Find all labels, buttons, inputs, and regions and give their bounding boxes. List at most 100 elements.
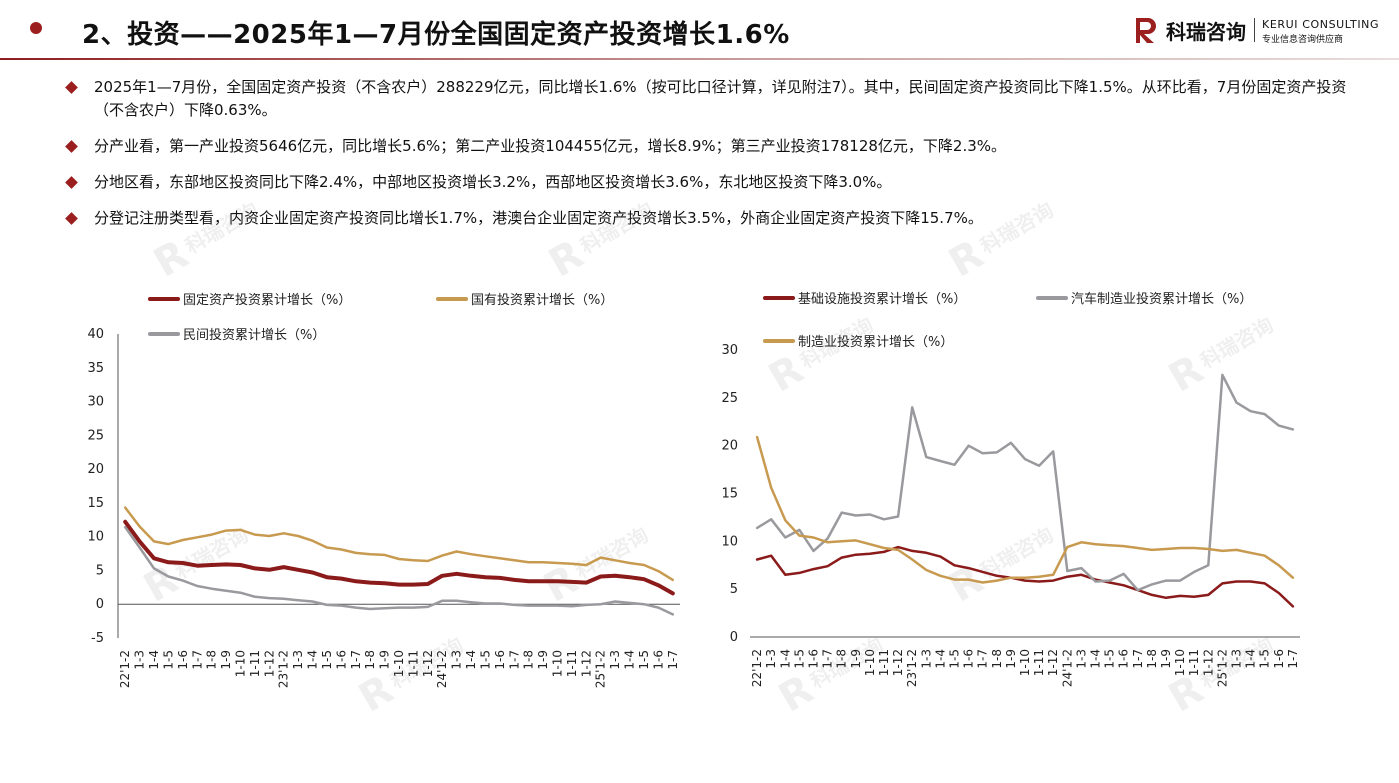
x-tick-label: 1-9 — [849, 649, 863, 669]
x-tick-label: 1-7 — [507, 650, 521, 670]
x-tick-label: 1-3 — [919, 649, 933, 669]
x-tick-label: 25'1-2 — [1215, 649, 1229, 687]
slide-header: 2、投资——2025年1—7月份全国固定资产投资增长1.6% 科瑞咨询 KERU… — [0, 0, 1399, 64]
x-tick-label: 1-6 — [1272, 649, 1286, 669]
x-tick-label: 1-7 — [976, 649, 990, 669]
bullet-text: 2025年1—7月份，全国固定资产投资（不含农户）288229亿元，同比增长1.… — [94, 78, 1347, 119]
watermark: R科瑞咨询 — [941, 522, 1058, 612]
x-tick-label: 1-5 — [478, 650, 492, 670]
y-tick-label: 15 — [721, 487, 738, 502]
x-tick-label: 1-4 — [623, 650, 637, 670]
watermark-text: 科瑞咨询 — [976, 522, 1058, 584]
x-tick-label: 1-7 — [1286, 649, 1300, 669]
x-tick-label: 1-9 — [219, 650, 233, 670]
x-tick-label: 1-8 — [835, 649, 849, 669]
series-line — [755, 373, 1295, 592]
x-tick-label: 1-6 — [806, 649, 820, 669]
watermark-text: 科瑞咨询 — [1196, 312, 1278, 374]
x-tick-label: 23'1-2 — [905, 649, 919, 687]
logo-text-en: KERUI CONSULTING — [1262, 18, 1380, 31]
x-tick-label: 1-6 — [962, 649, 976, 669]
y-tick-label: 25 — [721, 391, 738, 406]
bullet-text: 分地区看，东部地区投资同比下降2.4%，中部地区投资增长3.2%，西部地区投资增… — [94, 173, 892, 191]
diamond-bullet-icon — [65, 140, 78, 153]
series-line — [123, 519, 675, 596]
company-logo: 科瑞咨询 KERUI CONSULTING 专业信息咨询供应商 — [1134, 14, 1384, 48]
x-tick-label: 1-4 — [147, 650, 161, 670]
y-tick-label: 5 — [730, 582, 738, 597]
x-tick-label: 1-10 — [863, 649, 877, 676]
x-tick-label: 1-4 — [933, 649, 947, 669]
x-tick-label: 1-6 — [651, 650, 665, 670]
header-divider — [0, 58, 1399, 60]
series-line — [755, 545, 1295, 608]
y-tick-label: 10 — [87, 530, 104, 545]
logo-separator — [1254, 18, 1255, 42]
y-tick-label: 20 — [721, 439, 738, 454]
watermark: R科瑞咨询 — [761, 312, 878, 402]
x-tick-label: 1-5 — [1258, 649, 1272, 669]
x-tick-label: 1-11 — [248, 650, 262, 677]
x-tick-label: 1-9 — [1004, 649, 1018, 669]
legend-label: 汽车制造业投资累计增长（%） — [1071, 291, 1252, 307]
x-tick-label: 24'1-2 — [435, 650, 449, 688]
x-tick-label: 1-7 — [1131, 649, 1145, 669]
x-tick-label: 1-3 — [450, 650, 464, 670]
legend-label: 基础设施投资累计增长（%） — [798, 291, 966, 307]
kerui-logo-icon — [1136, 18, 1156, 43]
bullet-item: 2025年1—7月份，全国固定资产投资（不含农户）288229亿元，同比增长1.… — [64, 76, 1354, 122]
bullet-text: 分登记注册类型看，内资企业固定资产投资同比增长1.7%，港澳台企业固定资产投资增… — [94, 209, 983, 227]
x-tick-label: 1-11 — [1032, 649, 1046, 676]
x-tick-label: 1-10 — [233, 650, 247, 677]
legend-label: 民间投资累计增长（%） — [183, 327, 325, 343]
x-tick-label: 1-4 — [1244, 649, 1258, 669]
y-tick-label: 20 — [87, 462, 104, 477]
x-tick-label: 1-5 — [320, 650, 334, 670]
bullet-item: 分登记注册类型看，内资企业固定资产投资同比增长1.7%，港澳台企业固定资产投资增… — [64, 207, 1354, 230]
x-tick-label: 1-4 — [306, 650, 320, 670]
x-tick-label: 1-5 — [792, 649, 806, 669]
watermark: R科瑞咨询 — [536, 522, 653, 612]
x-tick-label: 1-8 — [522, 650, 536, 670]
diamond-bullet-icon — [65, 81, 78, 94]
x-tick-label: 1-5 — [637, 650, 651, 670]
x-tick-label: 1-12 — [421, 650, 435, 677]
y-tick-label: 15 — [87, 496, 104, 511]
x-tick-label: 1-7 — [349, 650, 363, 670]
x-tick-label: 1-12 — [891, 649, 905, 676]
y-tick-label: 0 — [730, 630, 738, 645]
watermark-text: 科瑞咨询 — [171, 522, 253, 584]
x-tick-label: 1-5 — [161, 650, 175, 670]
watermark: R科瑞咨询 — [1161, 312, 1278, 402]
x-tick-label: 1-11 — [1187, 649, 1201, 676]
x-tick-label: 1-4 — [778, 649, 792, 669]
x-tick-label: 1-3 — [608, 650, 622, 670]
x-tick-label: 1-6 — [493, 650, 507, 670]
series-line — [755, 435, 1295, 584]
x-tick-label: 1-3 — [133, 650, 147, 670]
watermark: R科瑞咨询 — [136, 522, 253, 612]
legend-label: 制造业投资累计增长（%） — [798, 334, 953, 350]
x-tick-label: 1-3 — [1230, 649, 1244, 669]
x-tick-label: 1-10 — [1173, 649, 1187, 676]
x-tick-label: 1-4 — [464, 650, 478, 670]
x-tick-label: 1-8 — [1145, 649, 1159, 669]
x-tick-label: 1-10 — [392, 650, 406, 677]
y-tick-label: 10 — [721, 534, 738, 549]
y-tick-label: 30 — [87, 395, 104, 410]
watermark: R科瑞咨询 — [771, 632, 888, 722]
x-tick-label: 1-9 — [536, 650, 550, 670]
y-tick-label: 30 — [721, 343, 738, 358]
x-tick-label: 1-11 — [565, 650, 579, 677]
x-tick-label: 1-11 — [406, 650, 420, 677]
x-tick-label: 24'1-2 — [1060, 649, 1074, 687]
x-tick-label: 1-6 — [176, 650, 190, 670]
y-tick-label: -5 — [91, 631, 104, 646]
watermark-text: 科瑞咨询 — [386, 632, 468, 694]
page-title: 2、投资——2025年1—7月份全国固定资产投资增长1.6% — [82, 20, 790, 50]
x-tick-label: 25'1-2 — [594, 650, 608, 688]
x-tick-label: 1-11 — [877, 649, 891, 676]
diamond-bullet-icon — [65, 212, 78, 225]
diamond-bullet-icon — [65, 176, 78, 189]
legend-label: 国有投资累计增长（%） — [471, 292, 613, 308]
